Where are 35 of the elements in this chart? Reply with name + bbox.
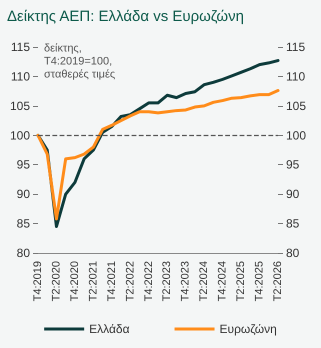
y2-tick-label: 90 — [286, 187, 300, 202]
x-tick-label: T2:2022 — [124, 261, 136, 302]
y-tick-label: 105 — [10, 98, 30, 113]
x-tick-label: T4:2025 — [254, 261, 266, 302]
x-tick-label: T4:2022 — [142, 261, 155, 302]
x-tick-label: T4:2023 — [180, 261, 192, 302]
x-tick-label: T2:2024 — [198, 261, 210, 302]
x-tick-label: T4:2024 — [216, 261, 229, 302]
y2-tick-label: 100 — [286, 128, 306, 142]
x-tick-label: T2:2021 — [87, 261, 100, 302]
y2-tick-label: 85 — [286, 216, 300, 231]
y-tick-label: 90 — [16, 187, 30, 202]
x-tick-label: T2:2025 — [235, 261, 248, 302]
x-tick-label: T2:2026 — [272, 261, 284, 302]
y2-tick-label: 115 — [286, 40, 306, 54]
x-tick-label: T4:2019 — [32, 261, 44, 302]
y2-tick-label: 95 — [286, 158, 300, 172]
y2-tick-label: 80 — [286, 246, 300, 260]
x-tick-label: T4:2020 — [68, 261, 81, 302]
x-tick-label: T2:2020 — [50, 261, 62, 302]
y2-tick-label: 110 — [286, 69, 306, 84]
y-tick-label: 85 — [16, 216, 30, 231]
x-tick-label: T2:2023 — [161, 261, 174, 302]
legend-label: Ευρωζώνη — [220, 322, 277, 336]
x-tick-label: T4:2021 — [106, 261, 118, 302]
y-tick-label: 80 — [16, 246, 30, 260]
legend-label: Ελλάδα — [89, 322, 130, 336]
chart-title: Δείκτης ΑΕΠ: Ελλάδα vs Ευρωζώνη — [7, 8, 244, 25]
y2-tick-label: 105 — [286, 98, 306, 113]
annotation: δείκτης, Τ4:2019=100, σταθερές τιμές — [44, 42, 116, 80]
y-tick-label: 110 — [10, 69, 30, 84]
y-tick-label: 115 — [10, 40, 30, 54]
y-tick-label: 95 — [16, 158, 30, 172]
line-series — [36, 89, 280, 220]
y-tick-label: 100 — [10, 128, 30, 142]
